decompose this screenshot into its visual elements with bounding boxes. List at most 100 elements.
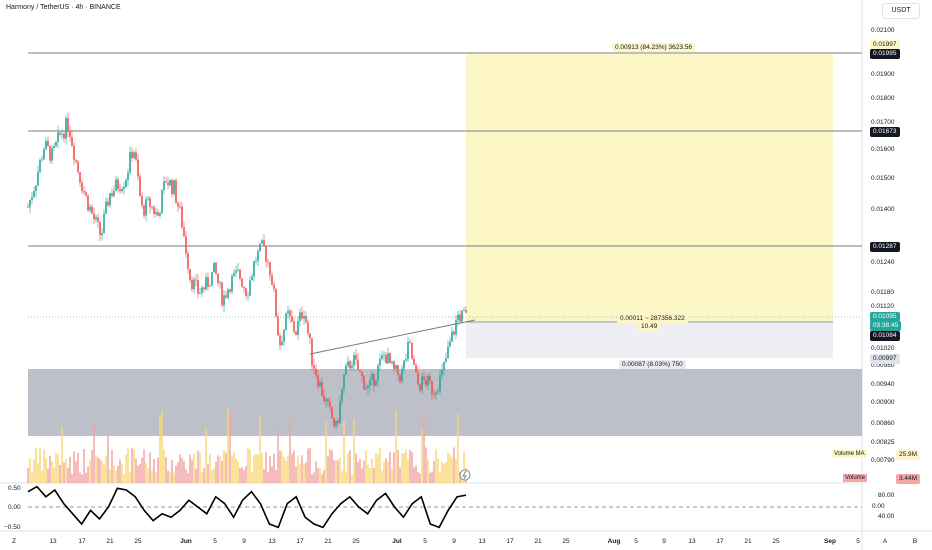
volume-bar — [167, 470, 169, 483]
candle-body — [231, 275, 233, 292]
volume-bar — [227, 409, 229, 483]
candle-body — [329, 401, 331, 408]
volume-bar — [221, 460, 223, 483]
candle-body — [375, 380, 377, 386]
currency-button[interactable]: USDT — [882, 3, 920, 19]
candle-body — [379, 358, 381, 366]
volume-bar — [339, 457, 341, 483]
candle-body — [191, 279, 193, 290]
price-axis-tick: 0.01240 — [871, 259, 895, 266]
candle-body — [153, 206, 155, 214]
candle-body — [323, 395, 325, 402]
volume-bar — [171, 460, 173, 483]
price-axis-tick: 0.00940 — [871, 381, 895, 388]
candle-body — [85, 192, 87, 196]
volume-bar — [155, 472, 157, 483]
volume-bar — [111, 449, 113, 483]
candle-body — [349, 361, 351, 369]
time-axis-tick: 9 — [662, 538, 666, 545]
volume-bar — [415, 465, 417, 483]
candle-body — [261, 240, 263, 244]
time-axis-tick: 9 — [452, 538, 456, 545]
candle-body — [219, 282, 221, 284]
time-axis-tick: Jun — [180, 538, 192, 545]
lightning-icon[interactable] — [459, 469, 471, 481]
volume-bar — [279, 450, 281, 483]
candle-body — [335, 420, 337, 427]
candle-body — [381, 355, 383, 359]
target-zone[interactable] — [466, 54, 833, 322]
candle-body — [459, 314, 461, 322]
volume-bar — [253, 455, 255, 483]
volume-bar — [273, 453, 275, 483]
candle-body — [221, 282, 223, 306]
volume-bar — [367, 464, 369, 483]
candle-body — [263, 240, 265, 247]
volume-bar — [83, 448, 85, 483]
volume-bar — [29, 458, 31, 483]
candle-body — [181, 206, 183, 228]
osc-left-tick: 0.00 — [8, 504, 21, 511]
candle-body — [81, 182, 83, 192]
candle-body — [313, 365, 315, 369]
volume-bar — [331, 450, 333, 483]
time-axis-tick: 17 — [506, 538, 514, 545]
time-axis-tick: Aug — [607, 538, 621, 545]
volume-bar — [449, 454, 451, 483]
demand-zone[interactable] — [28, 369, 862, 436]
time-axis-tick: 17 — [296, 538, 304, 545]
candle-body — [223, 295, 225, 306]
candle-body — [253, 261, 255, 277]
candle-body — [33, 191, 35, 198]
candle-body — [189, 268, 191, 280]
candle-body — [163, 181, 165, 191]
volume-bars — [27, 409, 467, 483]
volume-bar — [309, 447, 311, 483]
volume-bar — [121, 464, 123, 483]
volume-bar — [291, 453, 293, 483]
candle-body — [355, 354, 357, 360]
time-axis-tick: 21 — [324, 538, 332, 545]
target-note: 0.00913 (84.23%) 3623.56 — [612, 43, 695, 52]
candle-body — [409, 341, 411, 343]
volume-bar — [245, 465, 247, 483]
candle-body — [309, 333, 311, 339]
volume-bar — [153, 459, 155, 483]
candle-body — [147, 198, 149, 200]
resistance-trendline[interactable] — [309, 319, 476, 355]
candle-body — [403, 360, 405, 369]
candle-body — [139, 176, 141, 196]
volume-bar — [137, 465, 139, 483]
volume-bar — [123, 474, 125, 483]
price-axis-tick: 0.00860 — [871, 420, 895, 427]
candle-body — [299, 312, 301, 322]
volume-bar — [427, 459, 429, 483]
volume-bar — [115, 470, 117, 483]
candle-body — [307, 322, 309, 334]
candle-body — [161, 190, 163, 214]
volume-bar — [407, 459, 409, 483]
candle-body — [169, 179, 171, 186]
volume-bar — [183, 461, 185, 483]
candle-body — [259, 243, 261, 252]
volume-bar — [379, 448, 381, 483]
volume-bar — [175, 465, 177, 483]
volume-bar — [189, 454, 191, 483]
candle-body — [101, 233, 103, 236]
volume-bar — [285, 460, 287, 483]
candle-body — [105, 201, 107, 214]
volume-bar — [369, 467, 371, 483]
volume-bar — [203, 468, 205, 483]
volume-bar — [393, 452, 395, 483]
candle-body — [111, 193, 113, 197]
candle-body — [333, 418, 335, 427]
candle-body — [69, 130, 71, 137]
volume-bar — [87, 466, 89, 483]
volume-bar — [371, 458, 373, 483]
volume-bar — [257, 454, 259, 483]
candle-body — [281, 341, 283, 346]
candle-body — [455, 320, 457, 335]
candle-body — [117, 179, 119, 190]
volume-bar — [89, 459, 91, 483]
